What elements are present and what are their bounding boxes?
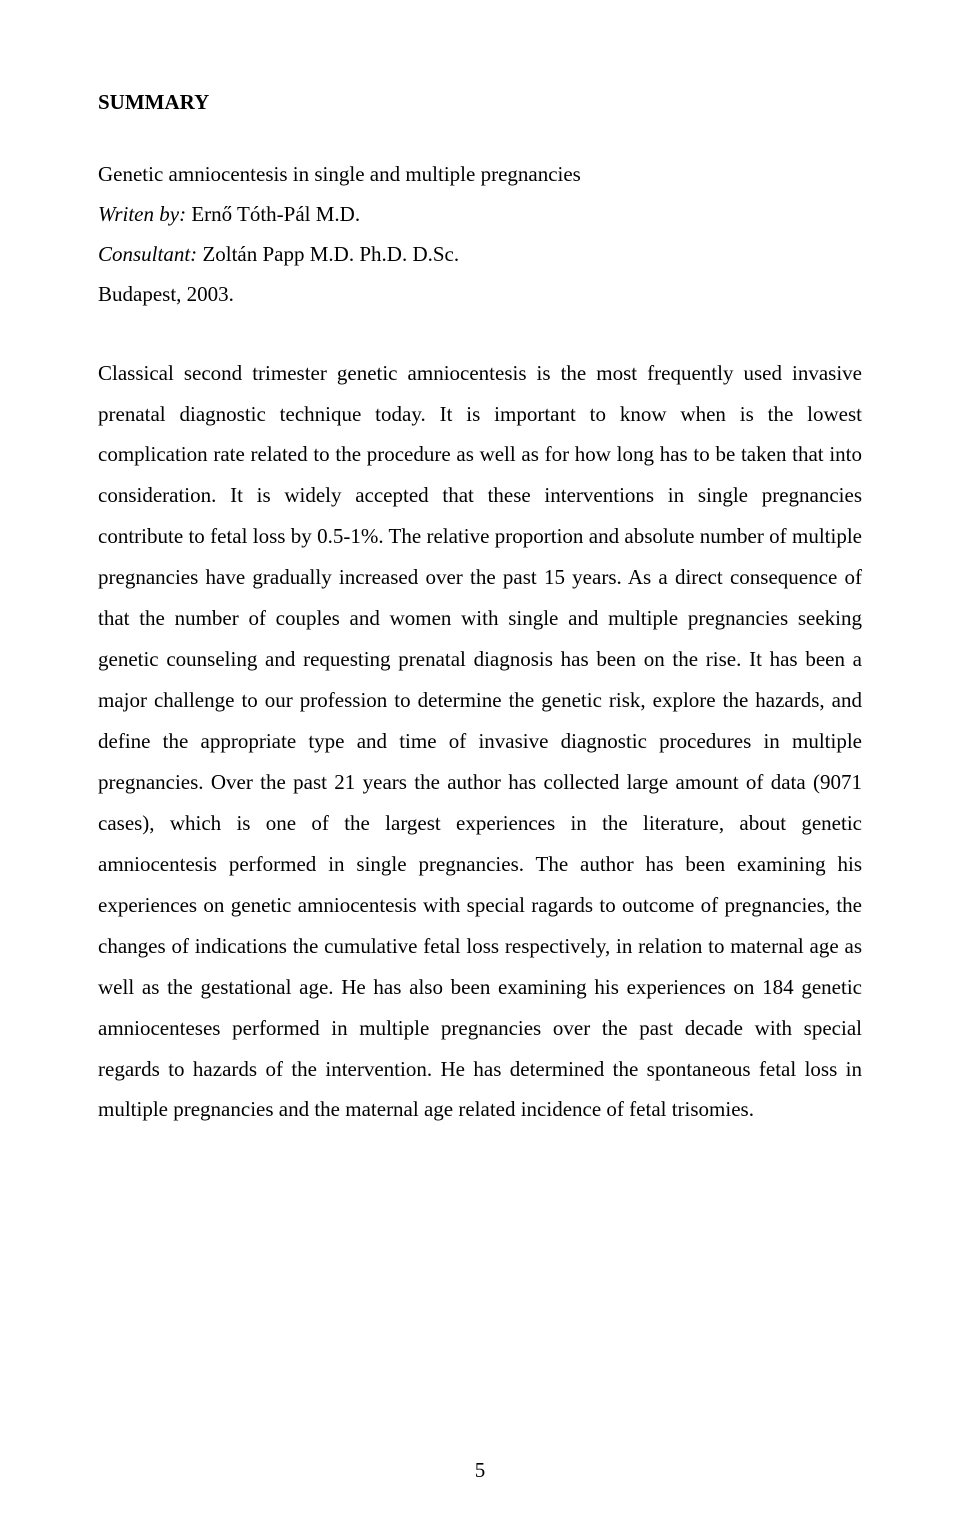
subtitle-line-1: Genetic amniocentesis in single and mult… [98,155,862,195]
subtitle-line-2: Writen by: Ernő Tóth-Pál M.D. [98,195,862,235]
page: SUMMARY Genetic amniocentesis in single … [0,0,960,1537]
section-heading: SUMMARY [98,90,862,115]
subtitle-line-3: Consultant: Zoltán Papp M.D. Ph.D. D.Sc. [98,235,862,275]
subtitle-line-4: Budapest, 2003. [98,275,862,315]
consultant-value: Zoltán Papp M.D. Ph.D. D.Sc. [197,242,459,266]
consultant-label: Consultant: [98,242,197,266]
author-label: Writen by: [98,202,186,226]
subtitle-block: Genetic amniocentesis in single and mult… [98,155,862,315]
body-paragraph: Classical second trimester genetic amnio… [98,353,862,1131]
author-value: Ernő Tóth-Pál M.D. [186,202,360,226]
page-number: 5 [0,1458,960,1483]
